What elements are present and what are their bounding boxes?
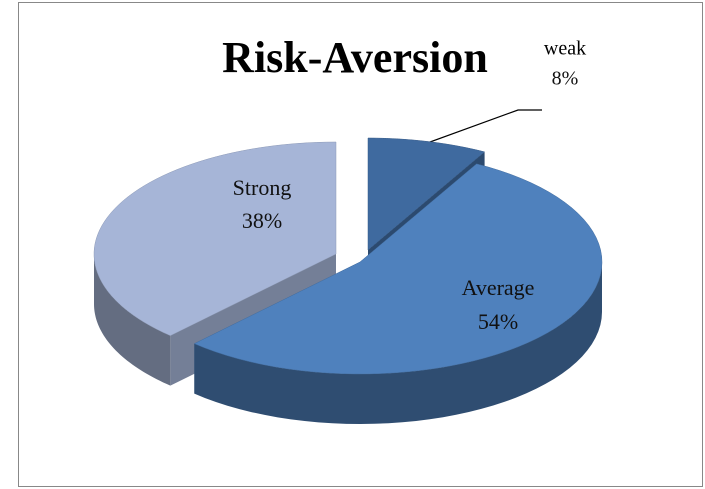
slice-side xyxy=(194,262,602,424)
slice xyxy=(193,163,603,375)
slice-label: Strong xyxy=(233,175,292,200)
slice-value-label: 38% xyxy=(242,208,282,233)
slice-value-label: 8% xyxy=(552,68,579,90)
leader-line xyxy=(407,109,542,151)
slice xyxy=(93,141,337,336)
slice xyxy=(367,137,486,251)
slice-label: Average xyxy=(462,275,535,300)
slice-side xyxy=(94,254,171,386)
chart-title: Risk-Aversion xyxy=(222,33,488,82)
slice-label: weak xyxy=(544,38,586,60)
slice-value-label: 54% xyxy=(478,309,518,334)
